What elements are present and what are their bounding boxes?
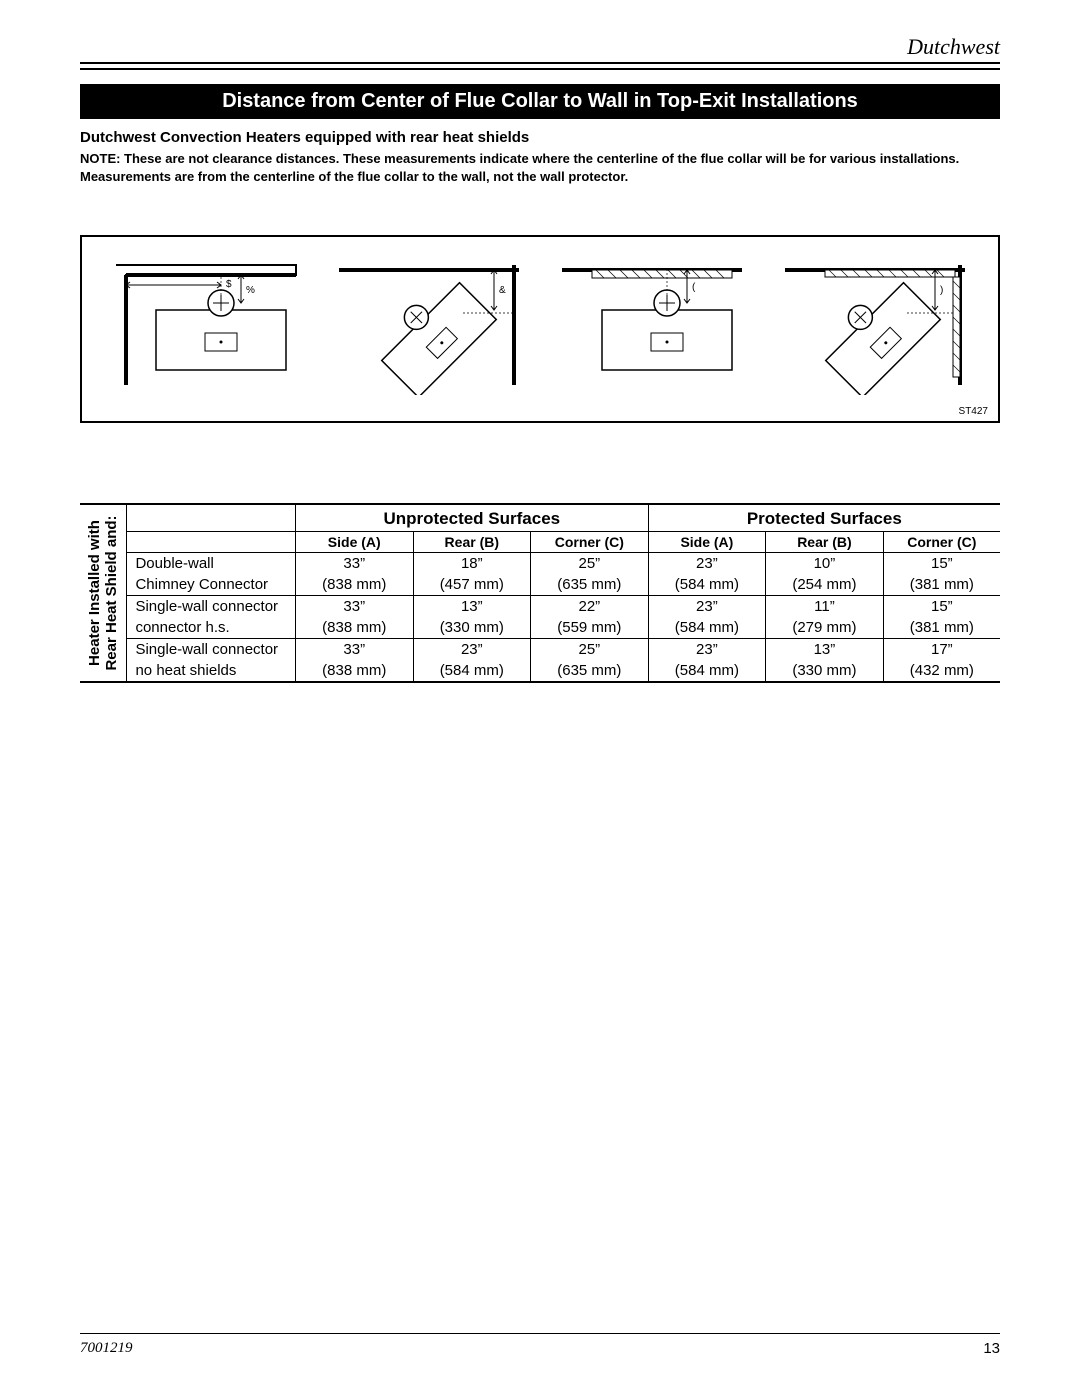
table-row: no heat shields (838 mm)(584 mm)(635 mm)…	[127, 660, 1000, 681]
page-number: 13	[983, 1340, 1000, 1357]
svg-text:&: &	[499, 285, 506, 296]
brand-name: Dutchwest	[907, 34, 1000, 60]
col-corner-c-2: Corner (C)	[883, 532, 1000, 553]
diagram-side-a: $ %	[106, 255, 306, 395]
page-footer: 7001219 13	[80, 1333, 1000, 1357]
group-unprotected: Unprotected Surfaces	[295, 505, 648, 532]
table-row: Chimney Connector (838 mm)(457 mm)(635 m…	[127, 574, 1000, 596]
table-row: Single-wall connector 33”13”22” 23”11”15…	[127, 596, 1000, 618]
diagram-corner-c: &	[329, 255, 529, 395]
diagram-corner-c-protected: )	[775, 255, 975, 395]
col-rear-b-2: Rear (B)	[766, 532, 884, 553]
clearance-table: Heater Installed with Rear Heat Shield a…	[80, 503, 1000, 683]
col-side-a-1: Side (A)	[295, 532, 413, 553]
svg-text:%: %	[246, 285, 255, 296]
doc-number: 7001219	[80, 1340, 133, 1357]
svg-text:): )	[940, 285, 943, 296]
table-row: Double-wall 33”18”25” 23”10”15”	[127, 553, 1000, 575]
side-label-1: Heater Installed with	[86, 520, 103, 666]
subtitle: Dutchwest Convection Heaters equipped wi…	[80, 129, 1000, 146]
page-title: Distance from Center of Flue Collar to W…	[80, 84, 1000, 119]
col-corner-c-1: Corner (C)	[531, 532, 649, 553]
table-row: connector h.s. (838 mm)(330 mm)(559 mm) …	[127, 617, 1000, 639]
svg-text:$: $	[226, 279, 232, 290]
col-rear-b-1: Rear (B)	[413, 532, 531, 553]
side-label-2: Rear Heat Shield and:	[103, 516, 120, 671]
note-text: NOTE: These are not clearance distances.…	[80, 150, 1000, 185]
diagram-frame: $ %	[80, 235, 1000, 423]
diagram-side-a-protected: (	[552, 255, 752, 395]
group-protected: Protected Surfaces	[648, 505, 1000, 532]
frame-id: ST427	[959, 406, 988, 417]
svg-text:(: (	[692, 282, 696, 293]
col-side-a-2: Side (A)	[648, 532, 766, 553]
table-row: Single-wall connector 33”23”25” 23”13”17…	[127, 639, 1000, 661]
